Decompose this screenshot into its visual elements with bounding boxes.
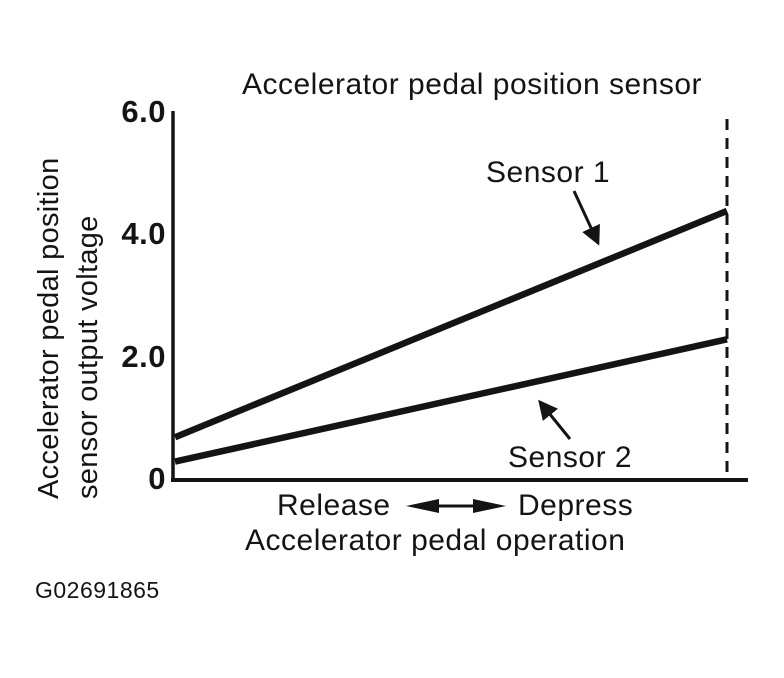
y-tick-label-4: 4.0 [121,216,166,252]
sensor2-series-line [174,336,728,465]
sensor1-series-line [173,207,729,441]
y-axis-title: Accelerator pedal position sensor output… [30,83,108,500]
depress-arrowhead-icon [473,499,506,513]
figure-code: G02691865 [35,577,160,603]
x-release-label: Release [277,489,391,522]
chart-title: Accelerator pedal position sensor [241,68,703,101]
x-axis-title: Accelerator pedal operation [245,524,626,557]
sensor2-series-label: Sensor 2 [508,441,633,474]
x-depress-label: Depress [518,489,634,522]
y-tick-label-0: 0 [148,461,166,496]
sensor1-series-label: Sensor 1 [486,156,611,189]
sensor2-pointer-arrow-icon [538,399,572,440]
release-arrowhead-icon [406,499,439,513]
y-axis-title-line2: sensor output voltage [72,215,104,499]
y-tick-label-6: 6.0 [121,94,166,129]
y-axis-title-line1: Accelerator pedal position [33,157,65,500]
sensor1-pointer-arrow-icon [572,190,600,246]
y-tick-label-2: 2.0 [121,338,166,374]
